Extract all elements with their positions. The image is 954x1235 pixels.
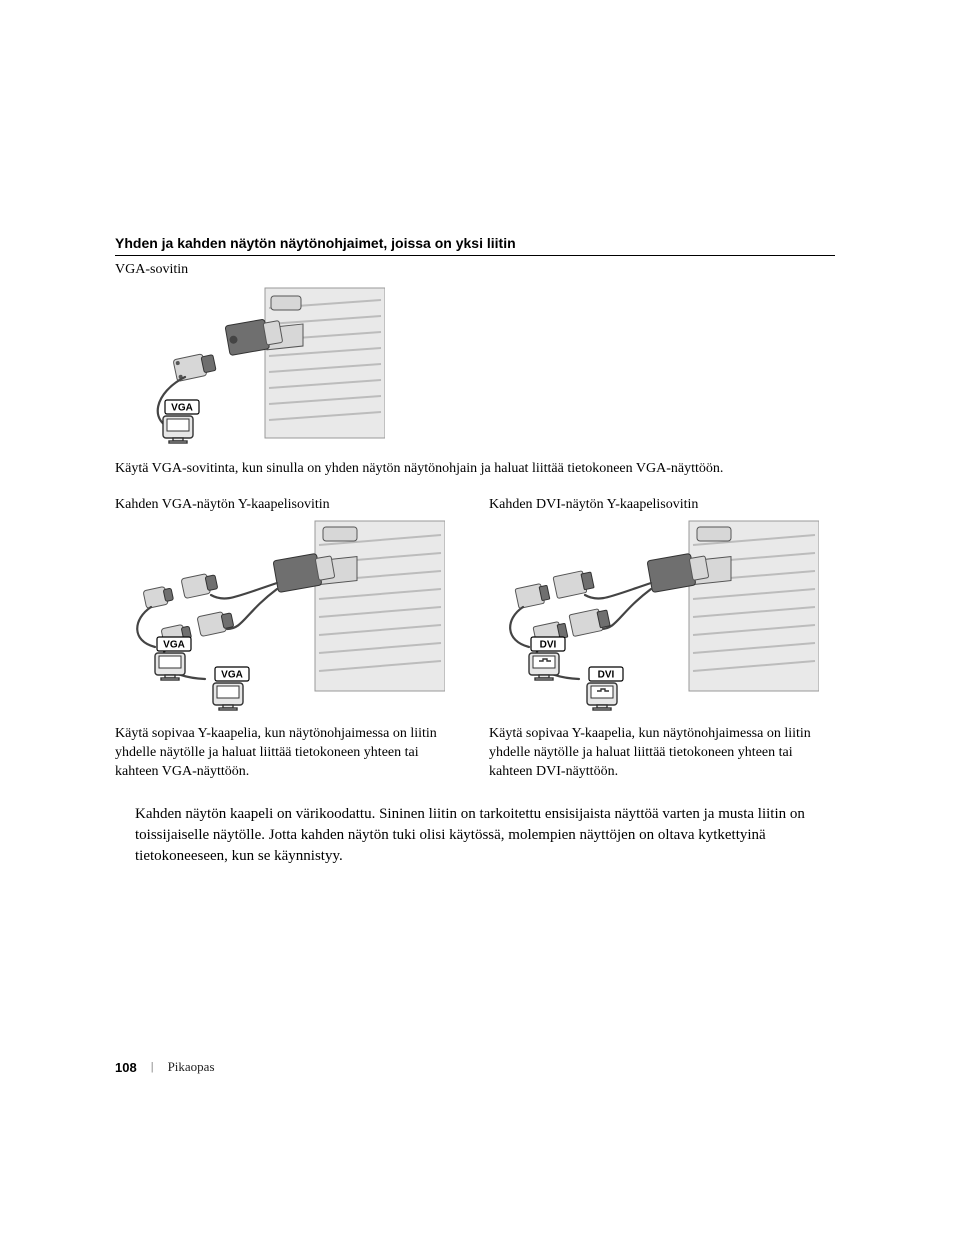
fig2: VGA VGA [115, 517, 461, 717]
footer-separator: | [151, 1061, 154, 1073]
fig1-caption: VGA-sovitin [115, 262, 835, 278]
body-paragraph: Kahden näytön kaapeli on värikoodattu. S… [135, 804, 835, 867]
fig2-desc: Käytä sopivaa Y-kaapelia, kun näytönohja… [115, 725, 461, 782]
page-footer: 108 | Pikaopas [115, 1059, 215, 1075]
section-heading: Yhden ja kahden näytön näytönohjaimet, j… [115, 235, 835, 256]
page-number: 108 [115, 1060, 137, 1075]
fig1: VGA [115, 282, 835, 452]
fig3-label1: DVI [540, 640, 557, 651]
fig3-desc: Käytä sopivaa Y-kaapelia, kun näytönohja… [489, 725, 835, 782]
fig1-desc: Käytä VGA-sovitinta, kun sinulla on yhde… [115, 460, 835, 479]
fig2-label2: VGA [221, 670, 243, 681]
page-content: Yhden ja kahden näytön näytönohjaimet, j… [115, 235, 835, 867]
fig3: DVI DVI [489, 517, 835, 717]
fig3-label2: DVI [598, 670, 615, 681]
fig2-label1: VGA [163, 640, 185, 651]
fig2-caption: Kahden VGA-näytön Y-kaapelisovitin [115, 497, 461, 513]
fig1-label: VGA [171, 403, 193, 414]
fig3-caption: Kahden DVI-näytön Y-kaapelisovitin [489, 497, 835, 513]
guide-name: Pikaopas [168, 1059, 215, 1075]
